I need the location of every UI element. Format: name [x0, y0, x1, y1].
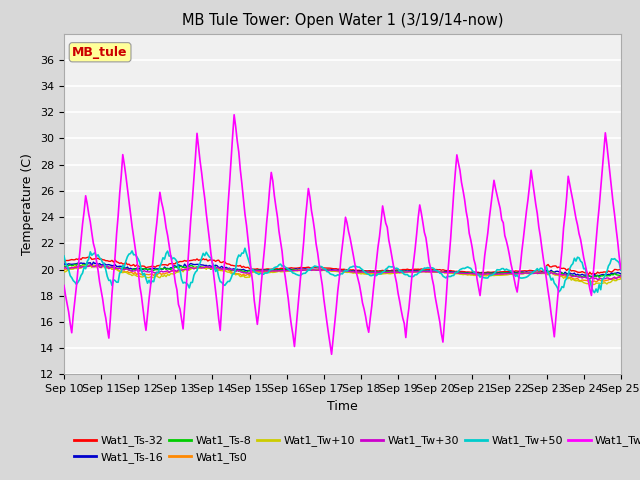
- Line: Wat1_Tw+50: Wat1_Tw+50: [64, 248, 621, 293]
- Title: MB Tule Tower: Open Water 1 (3/19/14-now): MB Tule Tower: Open Water 1 (3/19/14-now…: [182, 13, 503, 28]
- Line: Wat1_Tw100: Wat1_Tw100: [64, 115, 621, 354]
- Text: MB_tule: MB_tule: [72, 46, 128, 59]
- Legend: Wat1_Ts-32, Wat1_Ts-16, Wat1_Ts-8, Wat1_Ts0, Wat1_Tw+10, Wat1_Tw+30, Wat1_Tw+50,: Wat1_Ts-32, Wat1_Ts-16, Wat1_Ts-8, Wat1_…: [70, 431, 640, 468]
- Line: Wat1_Ts-16: Wat1_Ts-16: [64, 262, 621, 277]
- Line: Wat1_Ts0: Wat1_Ts0: [64, 265, 621, 282]
- Line: Wat1_Ts-32: Wat1_Ts-32: [64, 257, 621, 275]
- Line: Wat1_Ts-8: Wat1_Ts-8: [64, 264, 621, 277]
- X-axis label: Time: Time: [327, 400, 358, 413]
- Line: Wat1_Tw+10: Wat1_Tw+10: [64, 265, 621, 285]
- Line: Wat1_Tw+30: Wat1_Tw+30: [64, 264, 621, 280]
- Y-axis label: Temperature (C): Temperature (C): [22, 153, 35, 255]
